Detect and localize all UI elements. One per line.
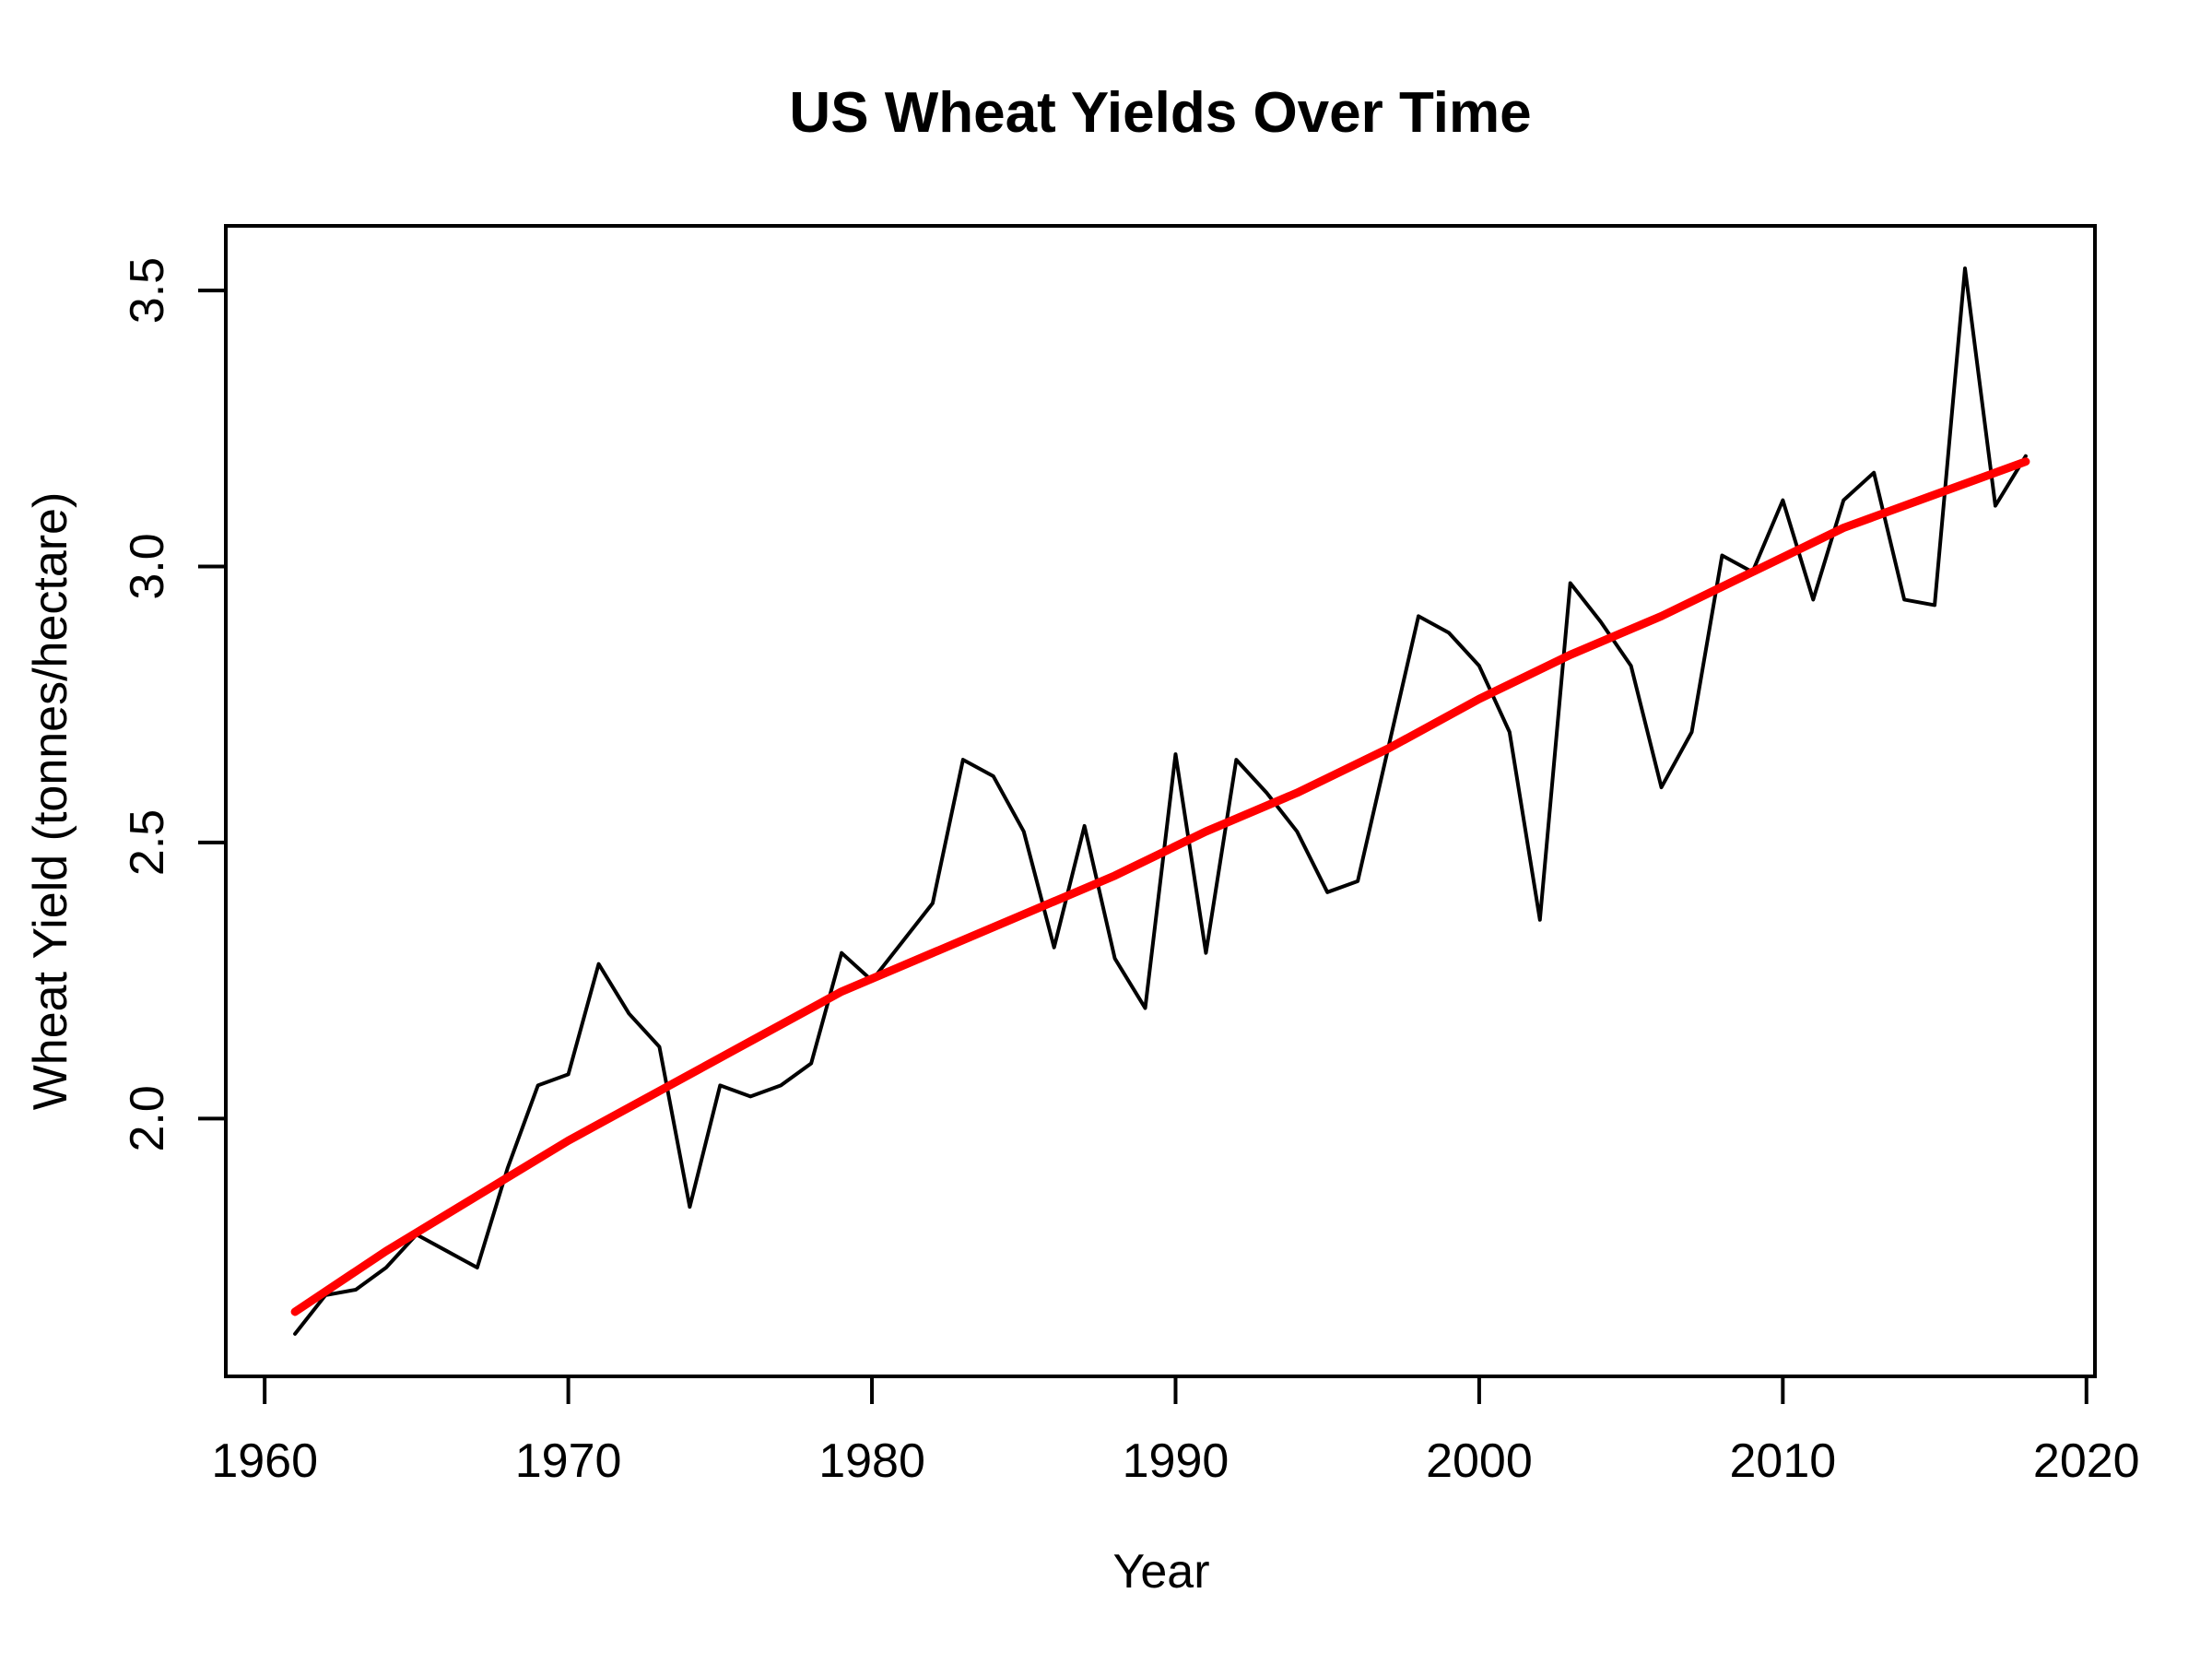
y-tick-label: 2.5	[121, 809, 174, 876]
y-axis: 2.0 2.5 3.0 3.5	[121, 257, 226, 1151]
x-tick-label: 1970	[515, 1434, 622, 1488]
x-tick-label: 1990	[1123, 1434, 1230, 1488]
x-axis-title: Year	[1112, 1545, 1209, 1599]
x-tick-label: 2020	[2033, 1434, 2140, 1488]
loess-trend-line	[290, 457, 2030, 1316]
y-tick-label: 3.0	[121, 533, 174, 599]
series-lines	[290, 266, 2030, 1336]
x-tick-label: 2010	[1729, 1434, 1836, 1488]
x-tick-label: 1960	[211, 1434, 318, 1488]
y-tick-label: 3.5	[121, 257, 174, 324]
annual-wheat-yield-line	[293, 266, 2028, 1336]
plot-border	[224, 224, 2097, 1378]
chart-title: US Wheat Yields Over Time	[789, 81, 1531, 145]
x-tick-label: 2000	[1426, 1434, 1533, 1488]
x-tick-label: 1980	[818, 1434, 925, 1488]
x-axis: 1960 1970 1980 1990 2000 2010 2020	[211, 1376, 2140, 1488]
y-tick-label: 2.0	[121, 1085, 174, 1151]
y-axis-title: Wheat Yield (tonnes/hectare)	[24, 492, 77, 1111]
